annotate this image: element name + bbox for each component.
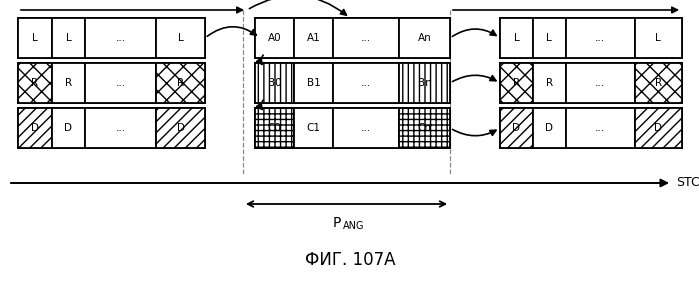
Text: D: D (177, 123, 185, 133)
Text: L: L (178, 33, 184, 43)
Bar (533, 18, 565, 58)
Bar (635, 18, 682, 58)
Text: ФИГ. 107A: ФИГ. 107A (305, 251, 395, 269)
Text: D: D (64, 123, 73, 133)
Bar (157, 18, 205, 58)
Bar (500, 63, 533, 103)
Text: An: An (418, 33, 431, 43)
Bar (500, 108, 533, 148)
Text: D: D (512, 123, 520, 133)
Bar (85, 63, 157, 103)
Text: Cn: Cn (417, 123, 432, 133)
Bar (635, 108, 682, 148)
Text: R: R (177, 78, 185, 88)
Text: R: R (655, 78, 662, 88)
Bar (635, 63, 682, 103)
Bar (399, 108, 450, 148)
Bar (255, 63, 450, 103)
Text: ...: ... (116, 123, 126, 133)
Bar (333, 108, 399, 148)
Bar (565, 108, 635, 148)
Bar (500, 18, 533, 58)
Bar (565, 63, 635, 103)
Bar (85, 108, 157, 148)
Text: ...: ... (361, 78, 371, 88)
Bar (294, 18, 333, 58)
Text: A1: A1 (307, 33, 320, 43)
Text: C0: C0 (268, 123, 282, 133)
Text: C1: C1 (306, 123, 321, 133)
Text: R: R (65, 78, 72, 88)
Bar (52, 18, 85, 58)
Text: ...: ... (361, 33, 371, 43)
Bar (255, 108, 450, 148)
Bar (500, 108, 682, 148)
Text: Bn: Bn (418, 78, 431, 88)
Text: ...: ... (116, 78, 126, 88)
Text: R: R (513, 78, 520, 88)
Text: ANG: ANG (343, 221, 364, 231)
Bar (500, 18, 682, 58)
Bar (399, 18, 450, 58)
Text: ...: ... (595, 123, 605, 133)
Text: ...: ... (595, 78, 605, 88)
Text: D: D (31, 123, 39, 133)
Bar (294, 108, 333, 148)
Bar (333, 18, 399, 58)
Text: ...: ... (116, 33, 126, 43)
Bar (255, 18, 450, 58)
Bar (52, 108, 85, 148)
Bar (255, 63, 294, 103)
Bar (18, 108, 52, 148)
Text: ...: ... (361, 123, 371, 133)
Bar (157, 108, 205, 148)
Text: STC: STC (676, 177, 699, 190)
Text: R: R (31, 78, 38, 88)
Text: A0: A0 (268, 33, 281, 43)
Text: L: L (546, 33, 552, 43)
Bar (500, 63, 682, 103)
Bar (399, 63, 450, 103)
Bar (18, 18, 205, 58)
Bar (533, 63, 565, 103)
Text: B1: B1 (307, 78, 320, 88)
Bar (533, 108, 565, 148)
Bar (18, 63, 52, 103)
Text: L: L (514, 33, 519, 43)
Text: D: D (545, 123, 553, 133)
Text: D: D (654, 123, 663, 133)
Bar (85, 18, 157, 58)
Bar (18, 18, 52, 58)
Text: R: R (546, 78, 553, 88)
Bar (255, 18, 294, 58)
Text: B0: B0 (268, 78, 281, 88)
Bar (294, 63, 333, 103)
Text: ...: ... (595, 33, 605, 43)
Bar (565, 18, 635, 58)
Text: L: L (656, 33, 661, 43)
Bar (18, 108, 205, 148)
Text: P: P (333, 216, 342, 230)
Bar (157, 63, 205, 103)
Bar (52, 63, 85, 103)
Text: L: L (32, 33, 38, 43)
Bar (255, 108, 294, 148)
Bar (333, 63, 399, 103)
Bar (18, 63, 205, 103)
Text: L: L (66, 33, 71, 43)
